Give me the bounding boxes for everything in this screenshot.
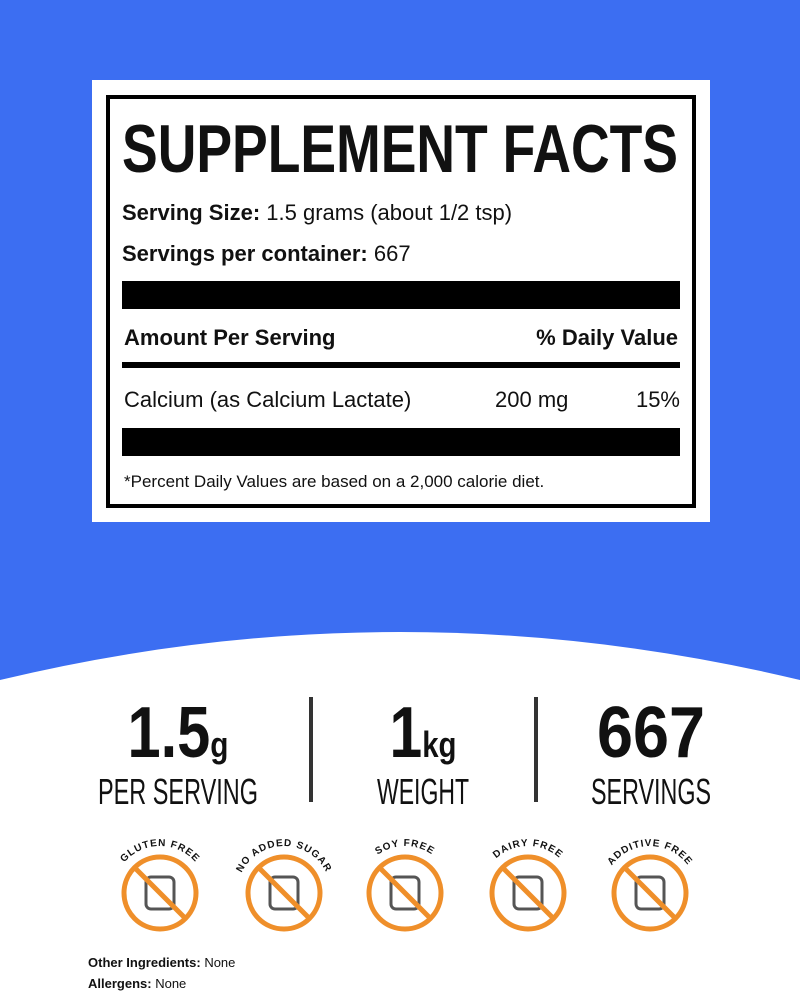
serving-size-value: 1.5 grams (about 1/2 tsp) (266, 200, 512, 225)
stat-unit: g (210, 724, 228, 765)
stat-value: 667 (597, 693, 705, 773)
dv-header: % Daily Value (536, 325, 678, 350)
stat-label: PER SERVING (98, 771, 258, 812)
badge-slash (378, 866, 432, 920)
stat-value: 1.5g (128, 693, 229, 773)
servings: Servings per container: 667 (122, 241, 411, 266)
stat-number: 667 (597, 693, 705, 773)
servings-label: Servings per container: (122, 241, 368, 266)
allergens-label: Allergens: (88, 976, 152, 991)
thick-rule (122, 428, 680, 456)
footnote: *Percent Daily Values are based on a 2,0… (124, 472, 544, 491)
facts-border (106, 95, 696, 508)
badge-slash (623, 866, 677, 920)
other-label: Other Ingredients: (88, 955, 201, 970)
badge-icon (512, 875, 544, 911)
badge-slash (133, 866, 187, 920)
badge-icon (144, 875, 176, 911)
allergens: Allergens: None (88, 976, 186, 991)
stat-label: WEIGHT (377, 771, 469, 812)
other-value: None (204, 955, 235, 970)
nutrient-amount: 200 mg (495, 387, 568, 412)
white-wave (0, 632, 800, 994)
rule (122, 362, 680, 368)
badge-slash (257, 866, 311, 920)
badge-icon (268, 875, 300, 911)
facts-rows: Calcium (as Calcium Lactate) 200 mg 15% (124, 387, 680, 412)
facts-title: SUPPLEMENT FACTS (122, 111, 678, 187)
serving-size: Serving Size: 1.5 grams (about 1/2 tsp) (122, 200, 512, 225)
badge-icon (634, 875, 666, 911)
nutrient-name: Calcium (as Calcium Lactate) (124, 387, 411, 412)
amount-header: Amount Per Serving (124, 325, 335, 350)
stat-unit: kg (422, 724, 456, 765)
serving-size-label: Serving Size: (122, 200, 260, 225)
stat-number: 1 (390, 693, 423, 773)
other-ingredients: Other Ingredients: None (88, 955, 235, 970)
badge-icon (389, 875, 421, 911)
allergens-value: None (155, 976, 186, 991)
stat-value: 1kg (390, 693, 457, 773)
stat-label: SERVINGS (591, 771, 711, 812)
nutrient-dv: 15% (636, 387, 680, 412)
thick-rule (122, 281, 680, 309)
badge-slash (501, 866, 555, 920)
stat-number: 1.5 (128, 693, 211, 773)
servings-value: 667 (374, 241, 411, 266)
